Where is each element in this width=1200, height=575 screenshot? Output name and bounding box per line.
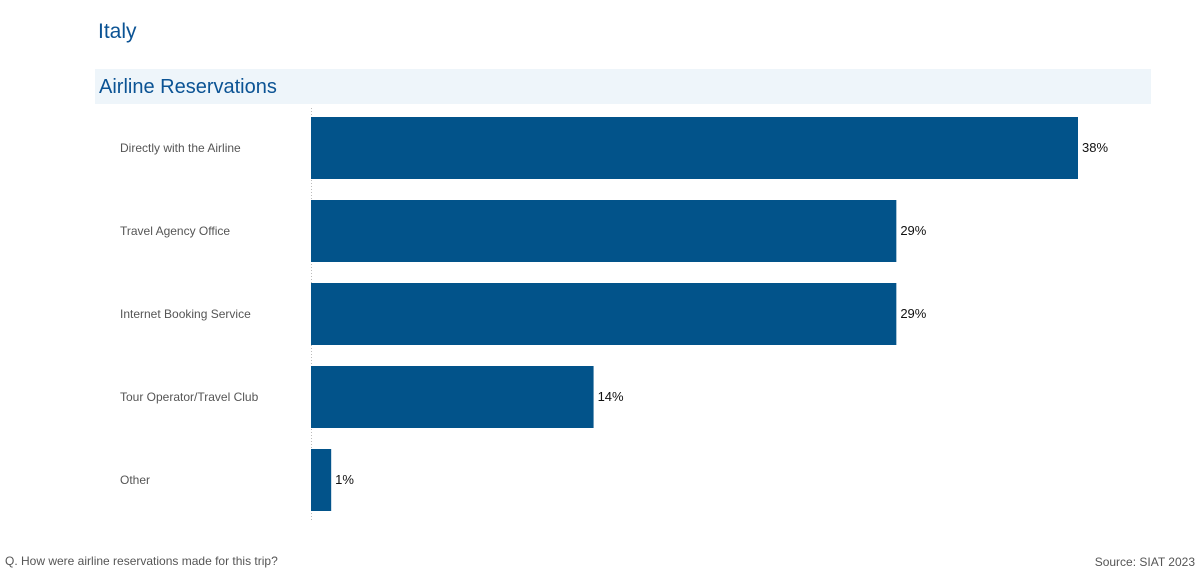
category-label: Directly with the Airline	[120, 141, 241, 155]
value-label: 29%	[900, 306, 926, 321]
value-label: 14%	[598, 389, 624, 404]
bars-group: Directly with the Airline 38% Travel Agenc…	[120, 117, 1108, 511]
bar	[311, 366, 594, 428]
bar	[311, 283, 897, 345]
value-label: 1%	[335, 472, 354, 487]
section-header: Airline Reservations	[95, 69, 1151, 104]
bar	[311, 200, 897, 262]
bar	[311, 449, 332, 511]
page-title: Italy	[98, 20, 137, 43]
source-note: Source: SIAT 2023	[1094, 555, 1195, 569]
value-label: 29%	[900, 223, 926, 238]
category-label: Internet Booking Service	[120, 307, 251, 321]
chart-title: Airline Reservations	[99, 76, 277, 98]
category-label: Tour Operator/Travel Club	[120, 390, 259, 404]
category-label: Other	[120, 473, 150, 487]
category-label: Travel Agency Office	[120, 224, 230, 238]
survey-question: Q. How were airline reservations made fo…	[5, 554, 278, 568]
value-label: 38%	[1082, 140, 1108, 155]
bar	[311, 117, 1078, 179]
